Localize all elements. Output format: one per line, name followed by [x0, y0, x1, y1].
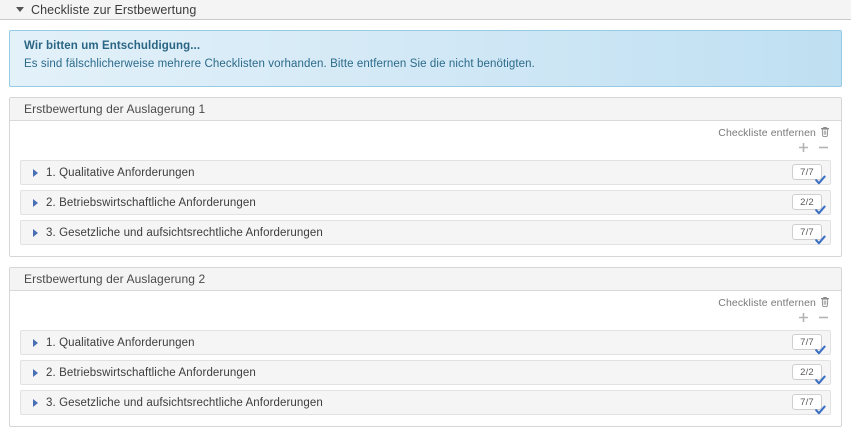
- remove-checklist-label: Checkliste entfernen: [718, 297, 816, 309]
- accordion-row-label: 1. Qualitative Anforderungen: [46, 166, 195, 179]
- remove-checklist-button[interactable]: Checkliste entfernen: [718, 296, 830, 310]
- remove-checklist-label: Checkliste entfernen: [718, 127, 816, 139]
- accordion-row-label: 3. Gesetzliche und aufsichtsrechtliche A…: [46, 396, 323, 409]
- panel-title: Erstbewertung der Auslagerung 1: [24, 102, 206, 116]
- accordion-row[interactable]: 1. Qualitative Anforderungen 7/7: [20, 330, 831, 355]
- panel-body: Checkliste entfernen: [10, 291, 841, 426]
- check-icon: [815, 235, 826, 245]
- trash-icon[interactable]: [820, 126, 830, 140]
- panels-container: Erstbewertung der Auslagerung 1 Checklis…: [9, 97, 842, 427]
- check-icon: [815, 375, 826, 385]
- panel-toolbar: Checkliste entfernen: [20, 121, 831, 156]
- accordion-row[interactable]: 3. Gesetzliche und aufsichtsrechtliche A…: [20, 390, 831, 415]
- completion-badge-count: 2/2: [792, 194, 822, 210]
- completion-badge: 7/7: [792, 164, 826, 185]
- panel-header: Erstbewertung der Auslagerung 1: [10, 98, 841, 121]
- accordion-row-label: 2. Betriebswirtschaftliche Anforderungen: [46, 196, 256, 209]
- completion-badge: 7/7: [792, 334, 826, 355]
- section-header[interactable]: Checkliste zur Erstbewertung: [0, 0, 851, 20]
- plus-icon[interactable]: [798, 142, 809, 156]
- completion-badge: 2/2: [792, 364, 826, 385]
- completion-badge-count: 2/2: [792, 364, 822, 380]
- accordion-row-label: 1. Qualitative Anforderungen: [46, 336, 195, 349]
- completion-badge: 2/2: [792, 194, 826, 215]
- caret-down-icon[interactable]: [16, 7, 24, 12]
- accordion-list: 1. Qualitative Anforderungen 7/7 2. Betr…: [20, 160, 831, 245]
- accordion-row[interactable]: 1. Qualitative Anforderungen 7/7: [20, 160, 831, 185]
- accordion-row[interactable]: 3. Gesetzliche und aufsichtsrechtliche A…: [20, 220, 831, 245]
- minus-icon[interactable]: [818, 142, 829, 156]
- accordion-row-label: 3. Gesetzliche und aufsichtsrechtliche A…: [46, 226, 323, 239]
- completion-badge-count: 7/7: [792, 334, 822, 350]
- check-icon: [815, 175, 826, 185]
- plus-icon[interactable]: [798, 312, 809, 326]
- caret-right-icon[interactable]: [33, 168, 38, 177]
- caret-right-icon[interactable]: [33, 368, 38, 377]
- caret-right-icon[interactable]: [33, 198, 38, 207]
- completion-badge-count: 7/7: [792, 394, 822, 410]
- expand-collapse-controls: [798, 312, 830, 326]
- panel-title: Erstbewertung der Auslagerung 2: [24, 272, 206, 286]
- accordion-row[interactable]: 2. Betriebswirtschaftliche Anforderungen…: [20, 360, 831, 385]
- trash-icon[interactable]: [820, 296, 830, 310]
- check-icon: [815, 405, 826, 415]
- check-icon: [815, 345, 826, 355]
- accordion-row-label: 2. Betriebswirtschaftliche Anforderungen: [46, 366, 256, 379]
- caret-right-icon[interactable]: [33, 398, 38, 407]
- completion-badge: 7/7: [792, 394, 826, 415]
- page-title: Checkliste zur Erstbewertung: [31, 2, 197, 17]
- accordion-list: 1. Qualitative Anforderungen 7/7 2. Betr…: [20, 330, 831, 415]
- minus-icon[interactable]: [818, 312, 829, 326]
- checklist-panel-2: Erstbewertung der Auslagerung 2 Checklis…: [9, 267, 842, 427]
- info-alert: Wir bitten um Entschuldigung... Es sind …: [9, 30, 842, 87]
- completion-badge-count: 7/7: [792, 224, 822, 240]
- panel-body: Checkliste entfernen: [10, 121, 841, 256]
- alert-text: Es sind fälschlicherweise mehrere Checkl…: [24, 58, 535, 70]
- accordion-row[interactable]: 2. Betriebswirtschaftliche Anforderungen…: [20, 190, 831, 215]
- completion-badge-count: 7/7: [792, 164, 822, 180]
- panel-toolbar: Checkliste entfernen: [20, 291, 831, 326]
- check-icon: [815, 205, 826, 215]
- alert-title: Wir bitten um Entschuldigung...: [24, 40, 201, 52]
- checklist-panel-1: Erstbewertung der Auslagerung 1 Checklis…: [9, 97, 842, 257]
- caret-right-icon[interactable]: [33, 338, 38, 347]
- panel-header: Erstbewertung der Auslagerung 2: [10, 268, 841, 291]
- caret-right-icon[interactable]: [33, 228, 38, 237]
- completion-badge: 7/7: [792, 224, 826, 245]
- remove-checklist-button[interactable]: Checkliste entfernen: [718, 126, 830, 140]
- section-body: Wir bitten um Entschuldigung... Es sind …: [0, 30, 851, 430]
- expand-collapse-controls: [798, 142, 830, 156]
